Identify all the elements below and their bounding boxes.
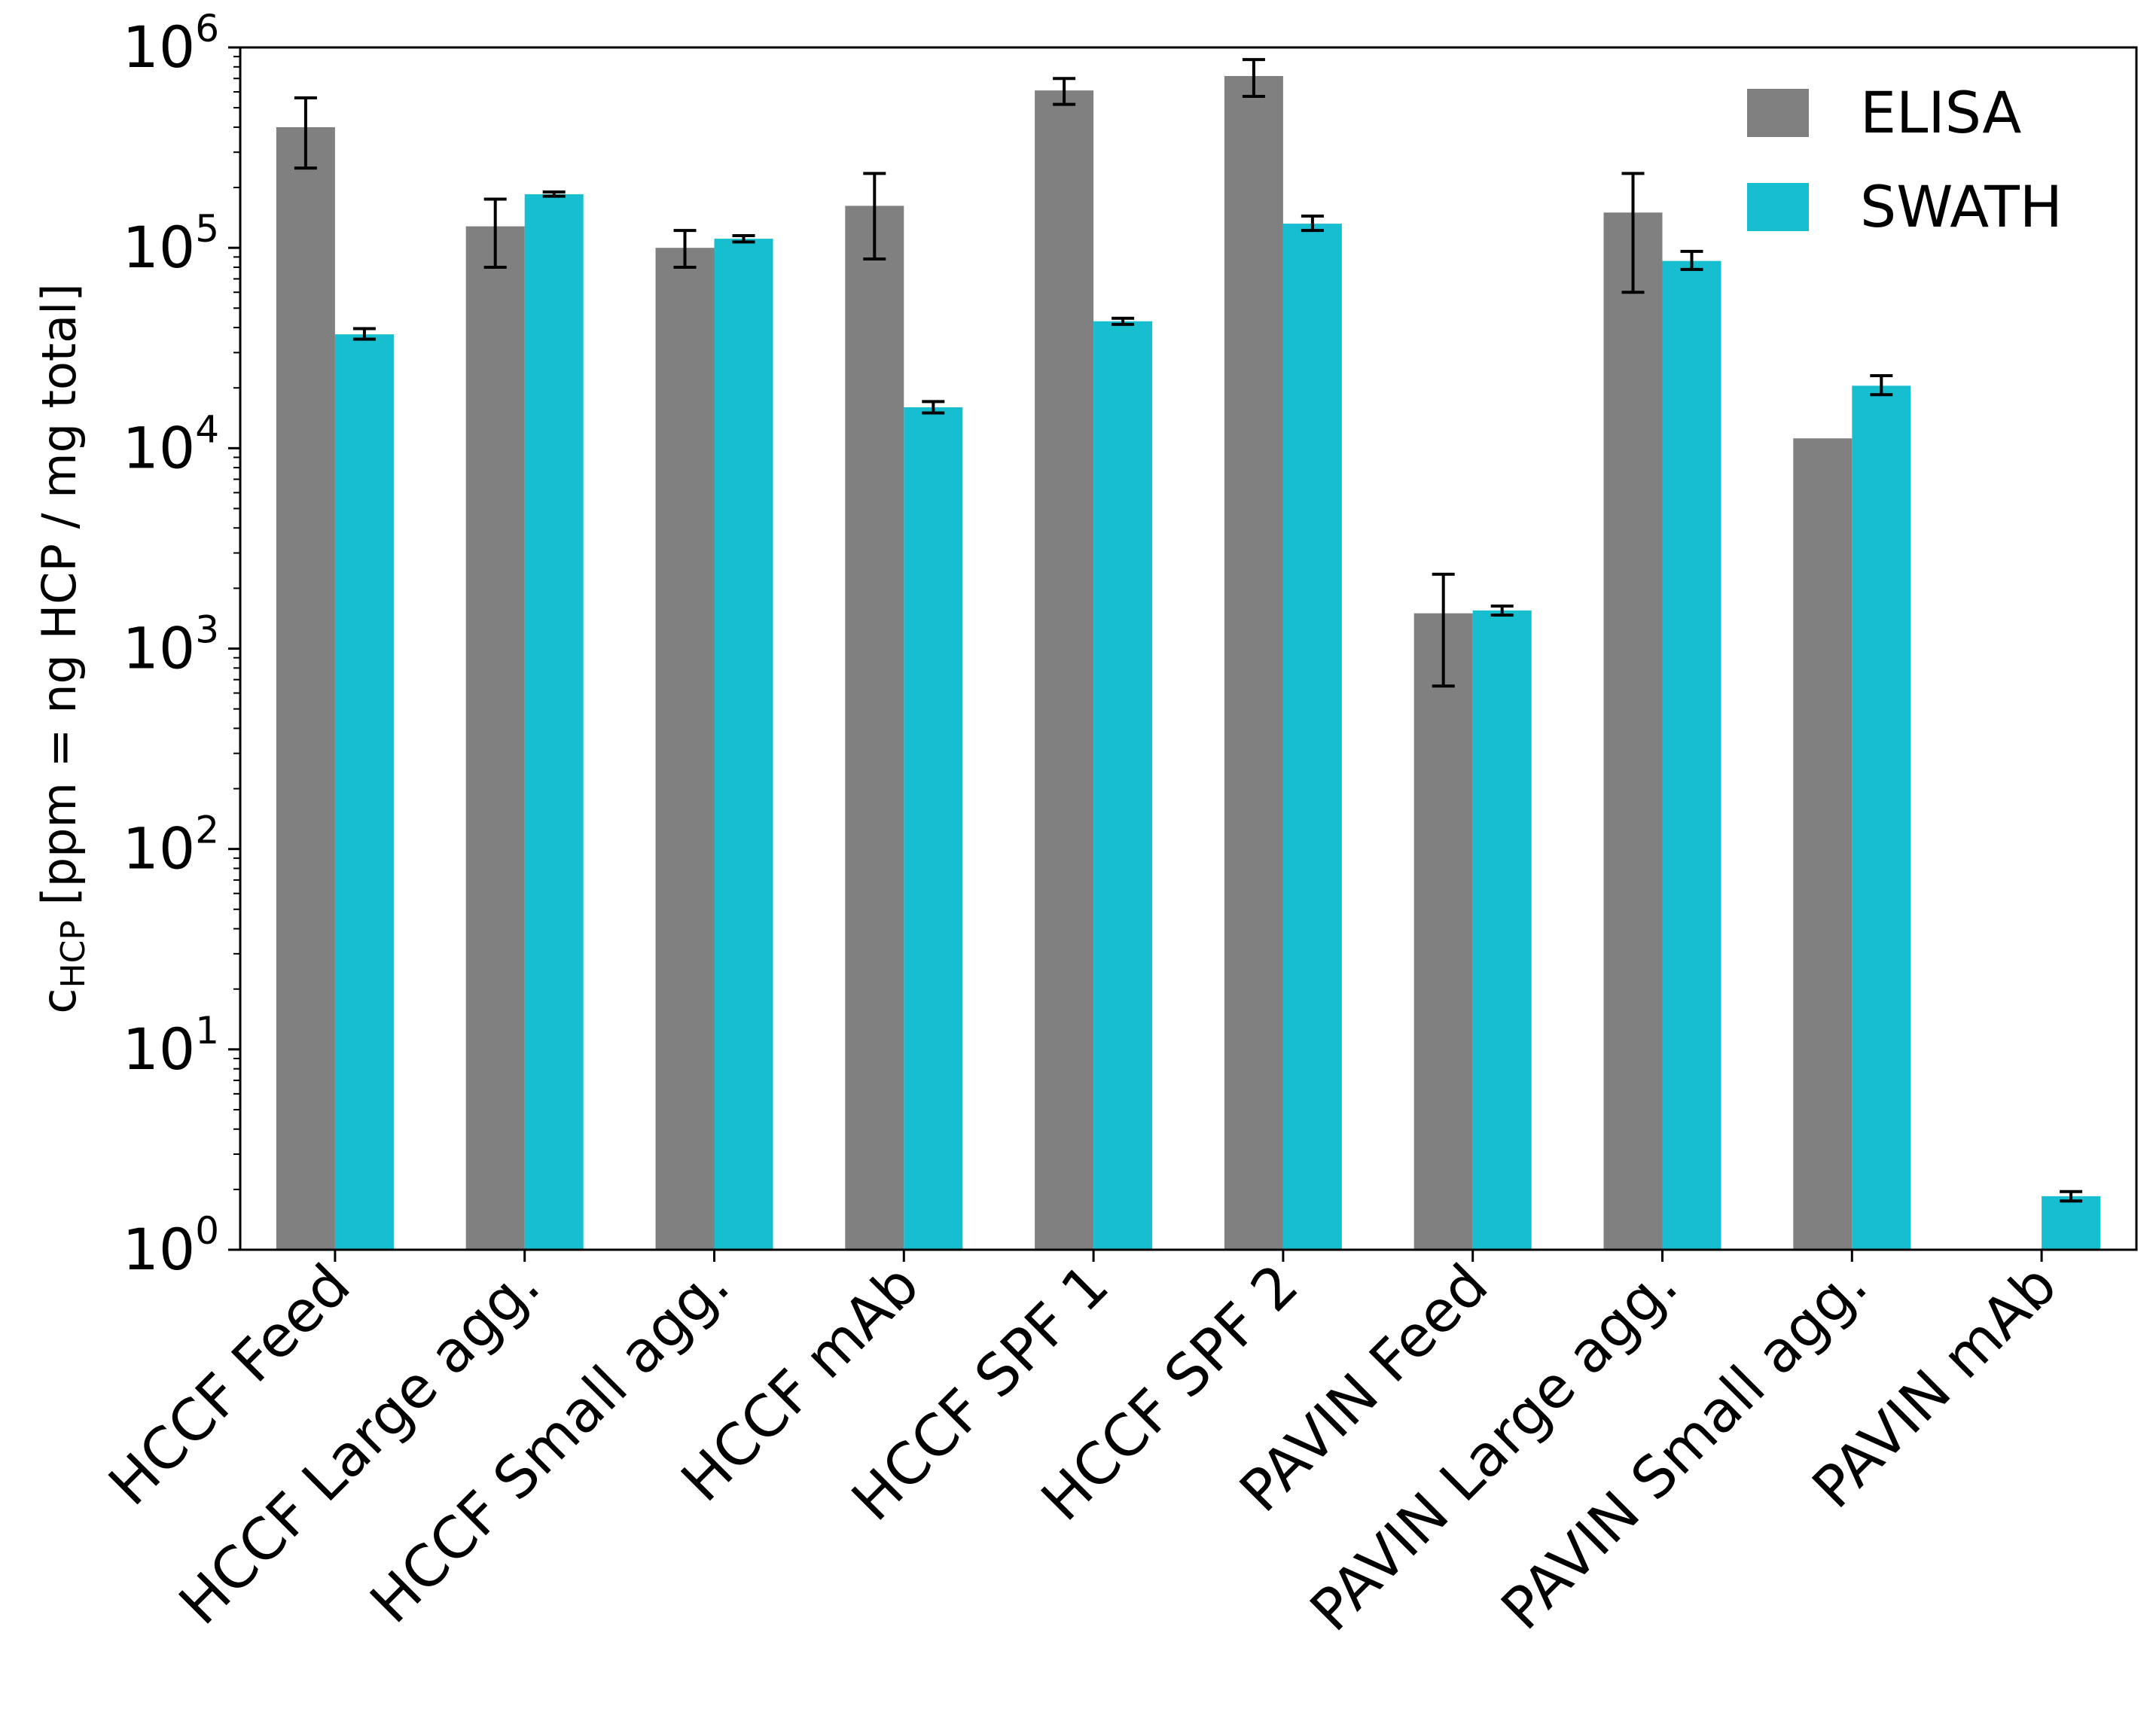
y-tick-label: 100 <box>122 1209 219 1283</box>
bar-elisa <box>276 126 335 1250</box>
bar-elisa <box>1413 613 1473 1250</box>
bar-elisa <box>1603 212 1663 1250</box>
y-axis-label: cHCP [ppm = ng HCP / mg total] <box>32 283 93 1013</box>
bar-elisa <box>1793 438 1853 1250</box>
bar-swath <box>1662 260 1721 1250</box>
bar-swath <box>1852 385 1911 1250</box>
legend-label-elisa: ELISA <box>1860 79 2021 146</box>
bars-layer <box>276 75 2101 1250</box>
y-tick-label: 104 <box>122 407 219 481</box>
y-tick-label: 102 <box>122 809 219 882</box>
y-axis-label-main: c <box>32 989 87 1014</box>
bar-elisa <box>1035 90 1094 1250</box>
x-tick-label: HCCF Large agg. <box>166 1251 553 1637</box>
x-tick-label: PAVIN Large agg. <box>1298 1251 1691 1644</box>
y-tick-label: 105 <box>122 207 219 281</box>
bar-swath <box>524 194 584 1250</box>
bar-swath <box>2042 1196 2101 1250</box>
legend-label-swath: SWATH <box>1860 173 2063 240</box>
y-axis-label-subscript: HCP <box>54 920 93 988</box>
y-tick-label: 103 <box>122 608 219 682</box>
bar-swath <box>1282 224 1342 1250</box>
bar-elisa <box>655 248 715 1250</box>
bar-swath <box>334 334 394 1250</box>
y-axis: 100 101 102 103 104 105 106 <box>122 7 240 1283</box>
bar-swath <box>904 407 963 1250</box>
y-axis-label-rest: [ppm = ng HCP / mg total] <box>32 283 87 920</box>
bar-swath <box>714 239 773 1250</box>
bar-swath <box>1093 321 1153 1250</box>
bar-elisa <box>1224 75 1283 1250</box>
errorbars-layer <box>294 58 2083 1203</box>
legend-swatch-swath <box>1747 183 1809 231</box>
y-tick-label: 101 <box>122 1009 219 1083</box>
bar-elisa <box>845 206 904 1250</box>
x-tick-label: HCCF Small agg. <box>357 1251 742 1636</box>
y-tick-label: 106 <box>122 7 219 81</box>
bar-swath <box>1472 610 1532 1250</box>
legend: ELISA SWATH <box>1747 79 2063 240</box>
x-tick-label: PAVIN Small agg. <box>1488 1251 1880 1643</box>
bar-elisa <box>465 226 525 1250</box>
legend-swatch-elisa <box>1747 89 1809 137</box>
